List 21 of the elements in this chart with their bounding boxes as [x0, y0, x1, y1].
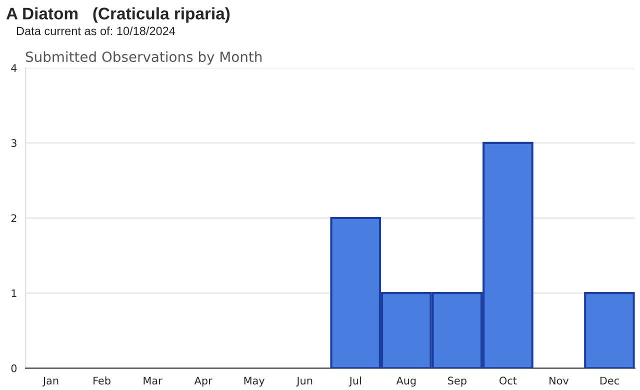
x-tick-label: Mar: [144, 376, 162, 385]
x-tick-label: Sep: [448, 376, 466, 387]
x-tick-label: Dec: [600, 376, 619, 385]
x-tick-label: Feb: [94, 376, 110, 385]
x-tick-label: May: [244, 376, 265, 387]
y-tick-label: 4: [11, 64, 17, 72]
y-tick-label: 3: [11, 139, 16, 148]
chart-title: A Diatom (Craticula riparia): [6, 7, 230, 23]
x-tick-label: Jan: [42, 376, 58, 386]
text: Submitted Observations by Month: [26, 51, 262, 65]
x-tick-label: Aug: [396, 376, 416, 387]
x-tick-label: Oct: [500, 376, 517, 385]
x-tick-label: Jul: [348, 376, 361, 386]
x-tick-label: Jun: [296, 376, 312, 386]
y-tick-label: 1: [12, 289, 16, 298]
chart-subtitle: Data current as of: 10/18/2024: [16, 26, 176, 36]
x-tick-label: Apr: [194, 376, 212, 387]
bar: [584, 292, 635, 368]
y-tick-label: 2: [11, 214, 16, 222]
x-tick-label: Nov: [550, 376, 569, 385]
y-tick-label: 0: [11, 364, 17, 372]
